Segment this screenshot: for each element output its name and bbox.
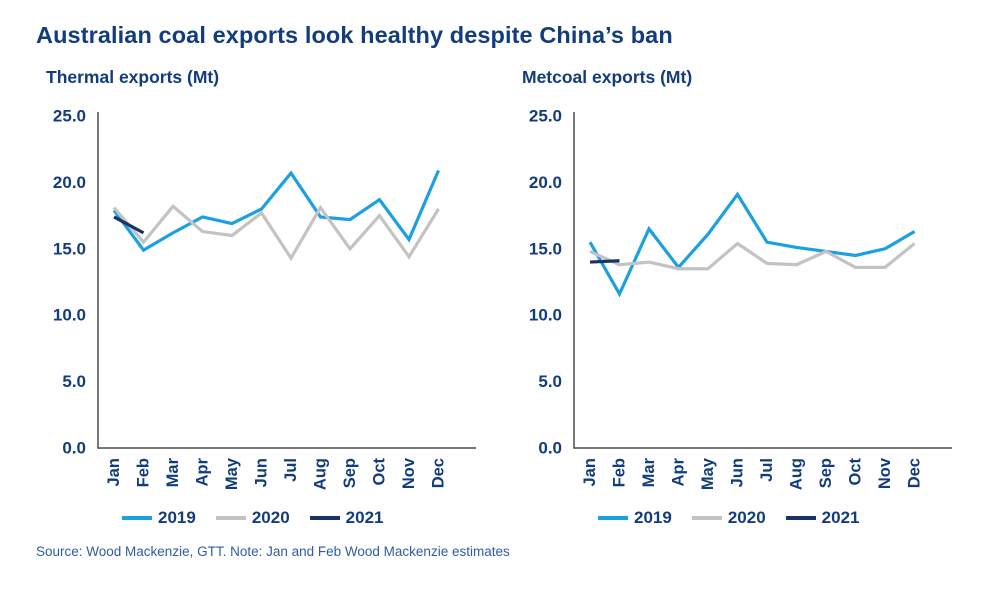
x-tick-label: Nov — [400, 457, 418, 489]
y-tick-label: 25.0 — [529, 107, 562, 126]
chart-title-metcoal: Metcoal exports (Mt) — [522, 67, 693, 87]
x-tick-label: Mar — [164, 457, 182, 487]
metcoal-chart: 0.0 5.0 10.0 15.0 20.0 25.0 Jan Feb Mar Apr May Jun… — [529, 107, 952, 490]
y-tick-label: 20.0 — [529, 173, 562, 192]
y-tick-label: 5.0 — [62, 372, 86, 391]
legend-thermal: 2019 2020 2021 — [122, 508, 490, 528]
x-tick-label: Aug — [312, 458, 330, 490]
legend-item-2021: 2021 — [785, 508, 860, 528]
y-tick-label: 25.0 — [53, 107, 86, 126]
x-tick-label: Mar — [640, 457, 658, 487]
legend-label-2019: 2019 — [634, 508, 672, 527]
x-tick-label: Sep — [341, 458, 359, 488]
x-tick-label: Dec — [430, 458, 448, 488]
series-line-2019 — [112, 169, 440, 253]
x-tick-label: Dec — [906, 458, 924, 488]
x-tick-label: Sep — [817, 458, 835, 488]
legend-label-2021: 2021 — [821, 508, 860, 527]
x-tick-label: Jun — [729, 458, 747, 487]
y-tick-label: 20.0 — [53, 173, 86, 192]
x-tick-label: May — [223, 457, 241, 490]
series-line-2019 — [588, 191, 916, 298]
series-line-2021 — [113, 215, 145, 235]
legend-metcoal: 2019 2020 2021 — [598, 508, 966, 528]
legend-label-2019: 2019 — [158, 508, 196, 527]
x-tick-label: Apr — [194, 457, 212, 486]
y-tick-label: 10.0 — [529, 306, 562, 325]
x-tick-label: Jan — [581, 458, 599, 486]
thermal-chart: 0.0 5.0 10.0 15.0 20.0 25.0 Jan Feb Mar Apr May Jun… — [53, 107, 476, 490]
thermal-chart-panel: Thermal exports (Mt) 0.0 5.0 10.0 15.0 20.0 2… — [34, 59, 490, 528]
x-tick-label: Nov — [876, 457, 894, 489]
legend-item-2021: 2021 — [309, 508, 384, 528]
metcoal-chart-panel: Metcoal exports (Mt) 0.0 5.0 10.0 15.0 20.0 2… — [510, 59, 966, 528]
y-tick-label: 15.0 — [53, 239, 86, 258]
x-tick-label: Aug — [788, 458, 806, 490]
chart-title-thermal: Thermal exports (Mt) — [46, 67, 220, 87]
x-tick-label: May — [699, 457, 717, 490]
page-title: Australian coal exports look healthy des… — [36, 22, 673, 48]
legend-item-2020: 2020 — [215, 508, 290, 528]
legend-swatch-2019 — [122, 516, 152, 520]
y-tick-label: 0.0 — [538, 439, 562, 458]
legend-swatch-2021 — [785, 516, 816, 520]
charts-row: Thermal exports (Mt) 0.0 5.0 10.0 15.0 20.0 2… — [34, 59, 966, 528]
y-tick-label: 0.0 — [62, 439, 86, 458]
series-line-2020 — [589, 241, 916, 271]
legend-item-2020: 2020 — [691, 508, 766, 528]
series-line-2020 — [112, 204, 440, 262]
y-tick-label: 15.0 — [529, 239, 562, 258]
source-note: Source: Wood Mackenzie, GTT. Note: Jan a… — [36, 544, 510, 559]
x-tick-label: Jul — [758, 458, 776, 482]
x-tick-label: Oct — [847, 458, 865, 486]
x-tick-label: Jan — [105, 458, 123, 486]
legend-swatch-2020 — [215, 516, 246, 520]
legend-label-2020: 2020 — [251, 508, 290, 527]
x-tick-label: Jun — [253, 458, 271, 487]
x-tick-label: Apr — [670, 457, 688, 486]
legend-swatch-2019 — [598, 516, 628, 520]
y-tick-label: 10.0 — [53, 306, 86, 325]
x-tick-label: Feb — [611, 458, 629, 487]
y-tick-label: 5.0 — [538, 372, 562, 391]
legend-swatch-2021 — [309, 516, 340, 520]
x-tick-label: Feb — [135, 458, 153, 487]
legend-label-2020: 2020 — [727, 508, 766, 527]
x-tick-label: Jul — [282, 458, 300, 482]
legend-item-2019: 2019 — [598, 508, 672, 528]
series-line-2021 — [589, 259, 620, 264]
x-tick-label: Oct — [371, 458, 389, 486]
legend-label-2021: 2021 — [345, 508, 384, 527]
legend-item-2019: 2019 — [122, 508, 196, 528]
legend-swatch-2020 — [691, 516, 722, 520]
